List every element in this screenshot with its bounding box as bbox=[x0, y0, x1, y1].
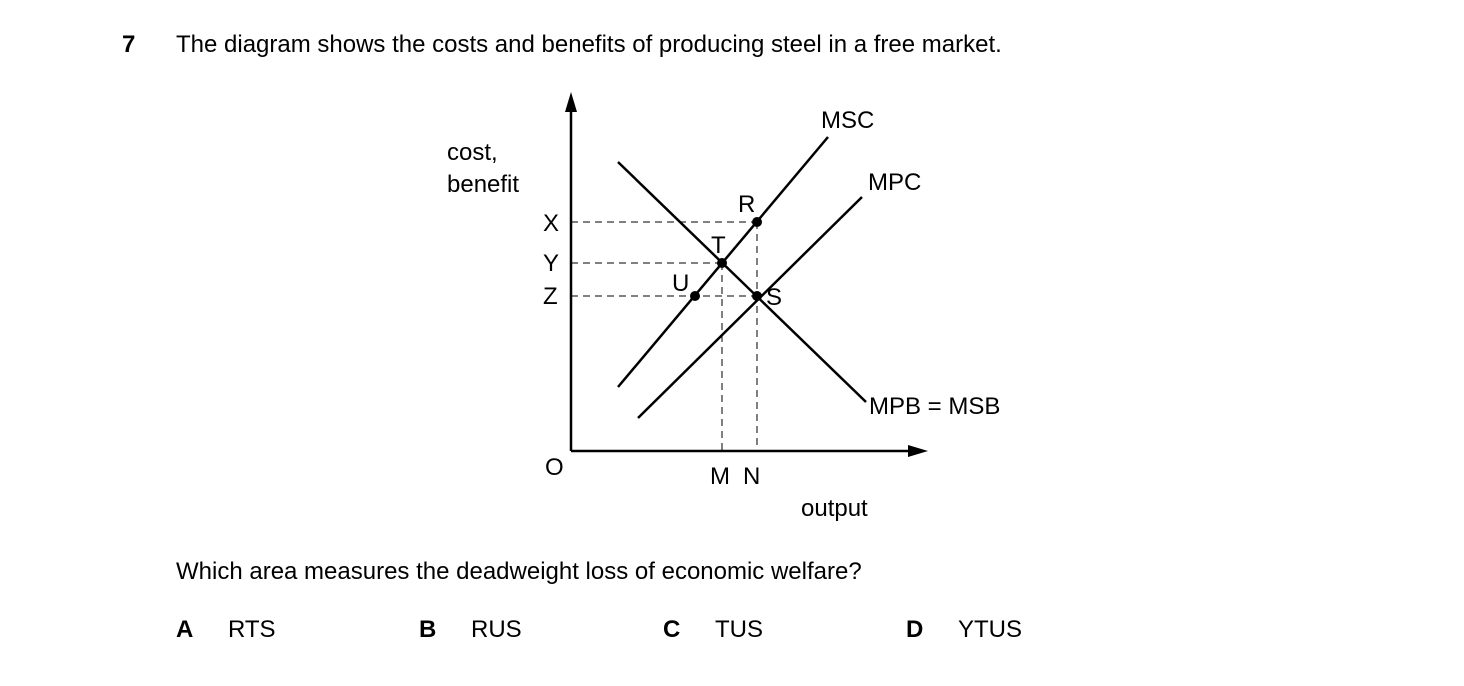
y-axis-label-line1: cost, bbox=[447, 139, 498, 166]
origin-label: O bbox=[545, 454, 564, 481]
option-d-answer: YTUS bbox=[958, 616, 1023, 643]
y-axis-arrowhead bbox=[565, 92, 577, 112]
x-axis-arrowhead bbox=[908, 445, 928, 457]
option-a[interactable]: A RTS bbox=[176, 616, 276, 644]
mpc-curve bbox=[637, 196, 863, 419]
option-a-answer: RTS bbox=[228, 616, 276, 643]
point-r bbox=[752, 217, 762, 227]
quantity-label-n: N bbox=[743, 463, 760, 490]
question-prompt: Which area measures the deadweight loss … bbox=[176, 558, 862, 585]
option-c[interactable]: C TUS bbox=[663, 616, 763, 644]
y-axis-label-line2: benefit bbox=[447, 171, 519, 198]
option-c-letter: C bbox=[663, 616, 681, 643]
price-label-z: Z bbox=[543, 283, 558, 310]
option-d[interactable]: D YTUS bbox=[906, 616, 1022, 644]
option-d-letter: D bbox=[906, 616, 924, 643]
curve-label-mpb-msb: MPB = MSB bbox=[869, 393, 1000, 420]
mpb-msb-curve bbox=[617, 161, 867, 403]
point-t bbox=[717, 258, 727, 268]
curve-label-mpc: MPC bbox=[868, 169, 921, 196]
point-label-u: U bbox=[672, 270, 689, 297]
point-label-s: S bbox=[766, 284, 782, 311]
option-a-letter: A bbox=[176, 616, 194, 643]
question-text: The diagram shows the costs and benefits… bbox=[176, 31, 1002, 58]
point-label-r: R bbox=[738, 191, 755, 218]
option-b-letter: B bbox=[419, 616, 437, 643]
point-s bbox=[752, 291, 762, 301]
option-b[interactable]: B RUS bbox=[419, 616, 522, 644]
point-label-t: T bbox=[711, 232, 726, 259]
quantity-label-m: M bbox=[710, 463, 730, 490]
price-label-x: X bbox=[543, 210, 559, 237]
question-number: 7 bbox=[122, 31, 136, 58]
point-u bbox=[690, 291, 700, 301]
option-c-answer: TUS bbox=[715, 616, 763, 643]
x-axis-label: output bbox=[801, 495, 868, 522]
option-b-answer: RUS bbox=[471, 616, 522, 643]
price-label-y: Y bbox=[543, 250, 559, 277]
curve-label-msc: MSC bbox=[821, 107, 874, 134]
